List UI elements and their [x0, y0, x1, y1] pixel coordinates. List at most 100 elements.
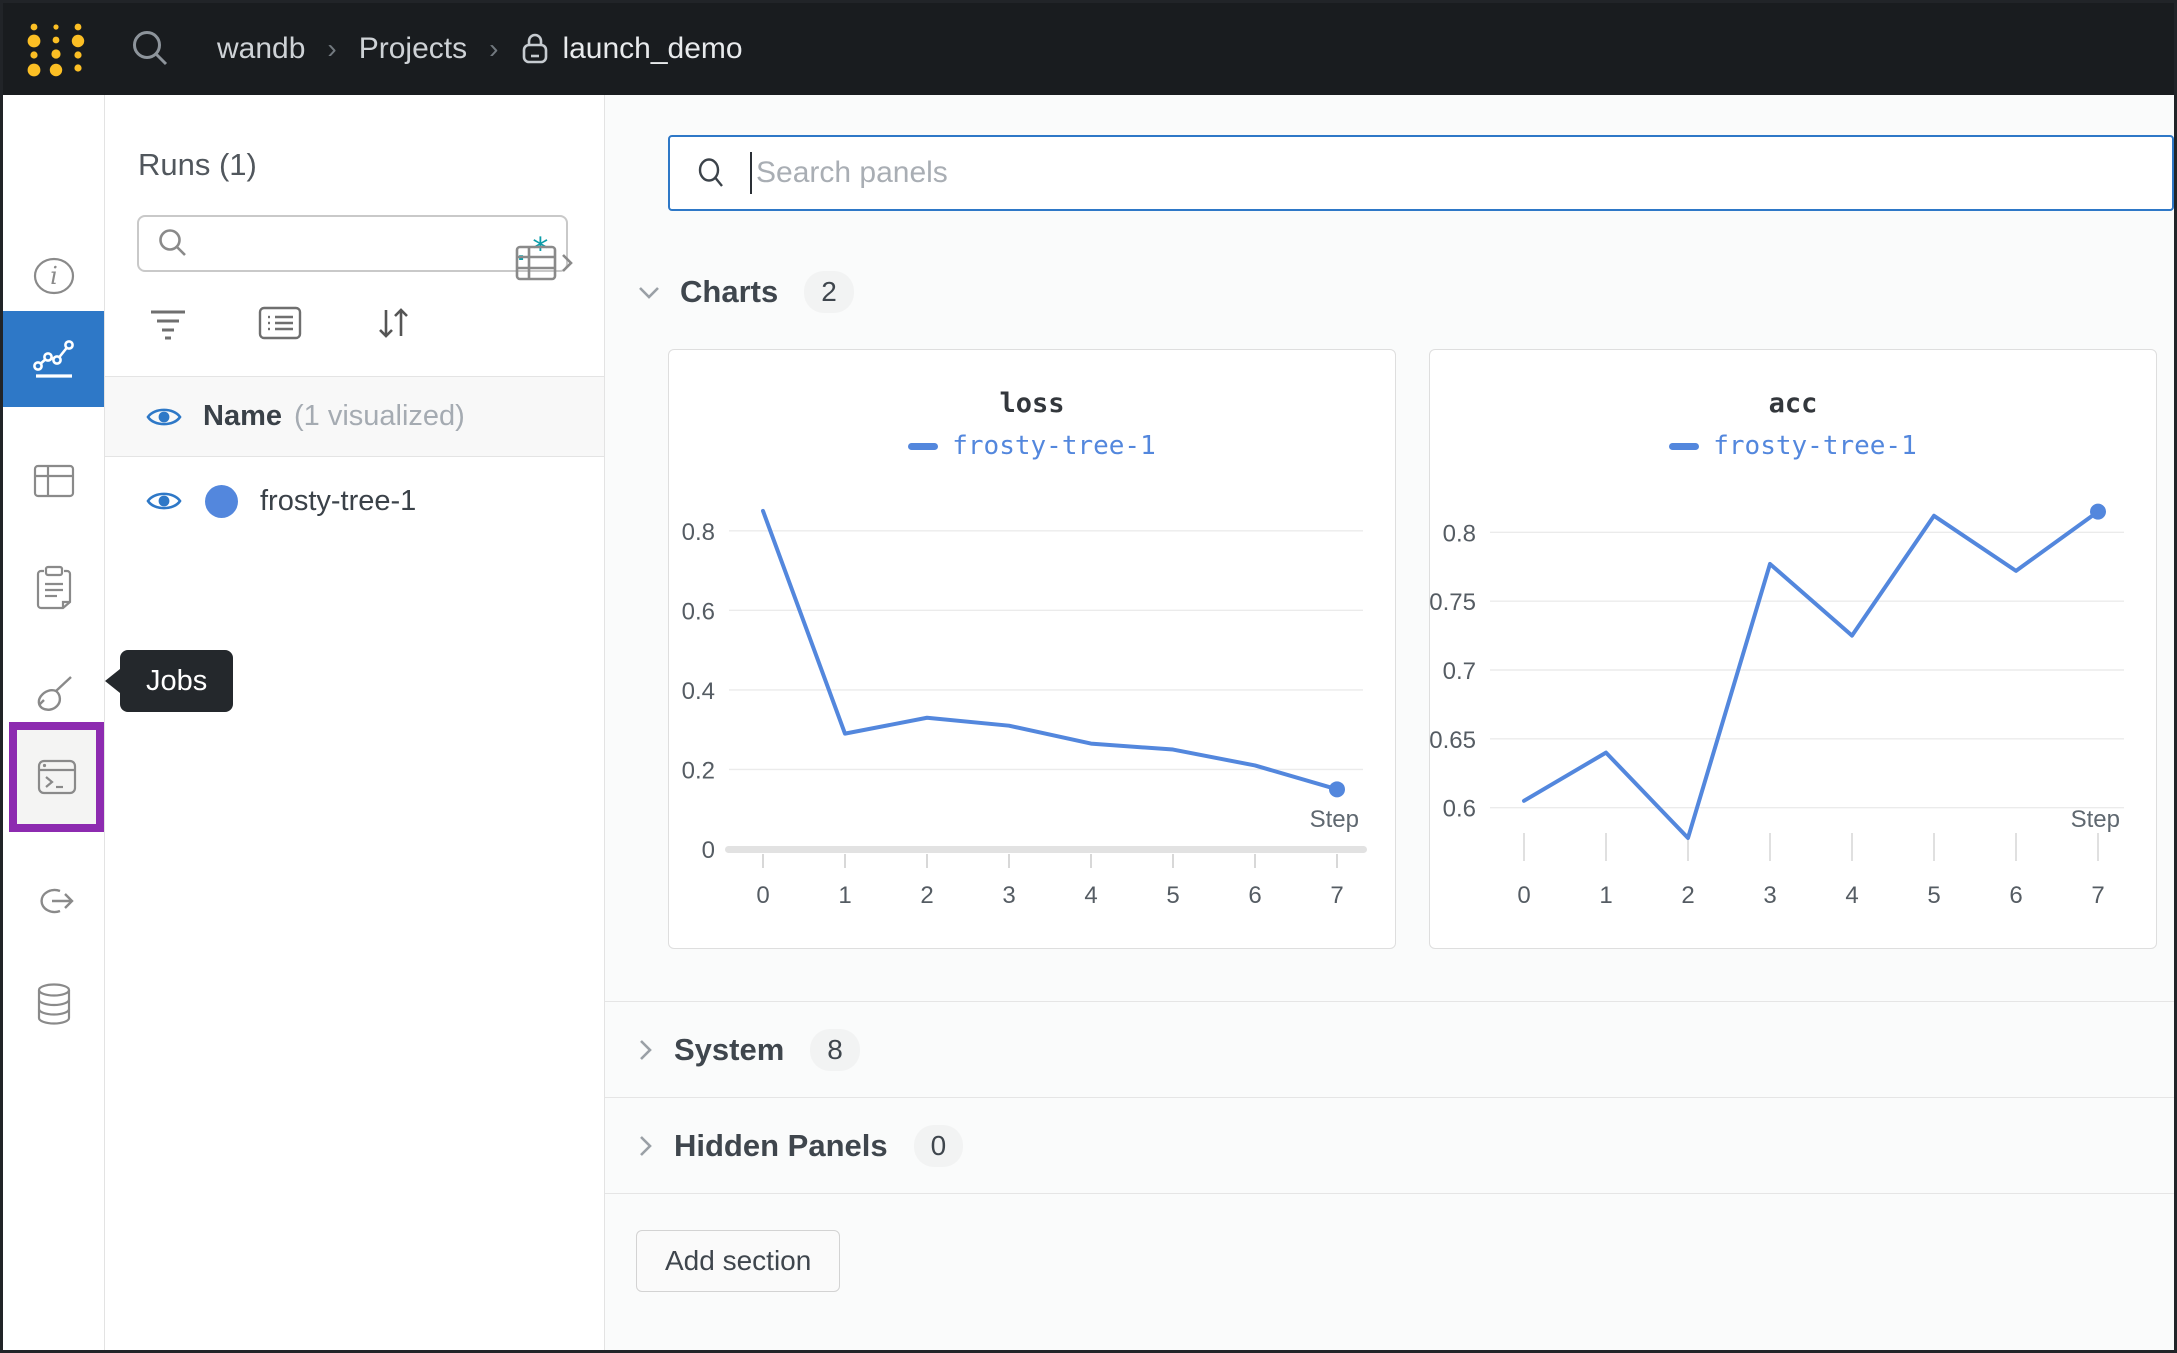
- runs-name-header[interactable]: Name (1 visualized): [105, 377, 604, 457]
- rail-item-launch[interactable]: [3, 858, 104, 944]
- svg-text:1: 1: [1599, 882, 1612, 909]
- jobs-tooltip-label: Jobs: [146, 665, 208, 697]
- filter-runs-button[interactable]: [147, 303, 189, 343]
- svg-text:4: 4: [1084, 882, 1097, 909]
- panel-card-loss[interactable]: loss frosty-tree-1 0 0.2 0.4 0.6 0.8 0 1 2 3 4 5 6 7…: [668, 349, 1396, 949]
- divider: [105, 376, 604, 377]
- section-header-charts[interactable]: Charts 2: [605, 271, 2174, 313]
- eye-visible-icon[interactable]: [145, 487, 183, 515]
- broom-icon: [37, 676, 72, 711]
- name-column-label: Name: [203, 400, 282, 432]
- chevron-right-icon: [640, 1135, 652, 1156]
- jobs-tooltip: Jobs: [104, 650, 234, 712]
- section-header-hidden-panels[interactable]: Hidden Panels 0: [605, 1098, 2174, 1194]
- eye-visible-icon: [146, 408, 182, 425]
- wandb-logo[interactable]: [25, 20, 89, 78]
- navbar-search-button[interactable]: [127, 26, 173, 72]
- rail-item-sweeps[interactable]: [3, 650, 104, 736]
- chevron-down-icon: [639, 287, 659, 299]
- divider: [605, 1001, 2174, 1002]
- run-row-frosty-tree-1[interactable]: frosty-tree-1: [105, 457, 604, 545]
- search-icon: [133, 31, 168, 66]
- svg-text:2: 2: [920, 882, 933, 909]
- group-runs-button[interactable]: [257, 303, 303, 343]
- filter-icon: [151, 310, 185, 340]
- panel-card-acc[interactable]: acc frosty-tree-1 0.6 0.65 0.7 0.75 0.8 0 1 2 3 4…: [1429, 349, 2157, 949]
- breadcrumb-separator: ›: [327, 33, 337, 64]
- section-count-badge: 8: [810, 1028, 860, 1071]
- rail-item-jobs[interactable]: [9, 722, 104, 832]
- section-count-badge: 2: [804, 271, 854, 313]
- wandb-dots-logo-icon: [27, 23, 85, 77]
- chart-title: acc: [1768, 388, 1818, 419]
- visualized-count-label: (1 visualized): [294, 400, 465, 432]
- legend-run-label: frosty-tree-1: [1713, 431, 1917, 461]
- svg-text:6: 6: [1248, 882, 1261, 909]
- breadcrumb-entity[interactable]: wandb: [217, 32, 306, 65]
- rail-item-artifacts[interactable]: [3, 961, 104, 1047]
- run-color-dot: [205, 484, 238, 518]
- svg-text:3: 3: [1763, 882, 1776, 909]
- workspace-main: Search panels Charts 2 loss frosty-tree-…: [605, 95, 2174, 1350]
- svg-text:0.6: 0.6: [682, 598, 715, 625]
- svg-text:7: 7: [1330, 882, 1343, 909]
- breadcrumb-separator: ›: [489, 33, 499, 64]
- svg-text:0: 0: [1517, 882, 1530, 909]
- svg-text:0.8: 0.8: [1443, 520, 1476, 547]
- clipboard-icon: [36, 565, 71, 610]
- svg-text:2: 2: [1681, 882, 1694, 909]
- section-header-system[interactable]: System 8: [605, 1002, 2174, 1098]
- loss-line-chart: 0 0.2 0.4 0.6 0.8 0 1 2 3 4 5 6 7 Step: [682, 508, 1367, 909]
- runs-search-input[interactable]: .*: [137, 215, 568, 272]
- expand-runs-table-button[interactable]: [514, 241, 576, 285]
- search-icon: [159, 228, 186, 256]
- svg-text:0.7: 0.7: [1443, 658, 1476, 685]
- breadcrumb: wandb › Projects › launch_demo: [217, 32, 743, 66]
- search-icon: [698, 158, 723, 187]
- search-panels-input[interactable]: Search panels: [668, 135, 2174, 211]
- breadcrumb-projects[interactable]: Projects: [358, 32, 468, 65]
- jobs-terminal-icon: [37, 759, 76, 795]
- left-icon-rail: i: [3, 95, 105, 1350]
- runs-toolbar: [147, 302, 604, 344]
- launch-link-icon: [39, 888, 74, 914]
- sort-icon: [379, 308, 408, 338]
- svg-text:0.65: 0.65: [1430, 727, 1476, 754]
- runs-sidebar: Runs (1) .*: [105, 95, 605, 1350]
- chart-legend: frosty-tree-1: [1430, 431, 2156, 461]
- section-count-badge: 0: [913, 1124, 964, 1167]
- sort-runs-button[interactable]: [371, 302, 415, 344]
- legend-dash: [908, 442, 939, 450]
- rail-item-tables[interactable]: [3, 438, 104, 524]
- svg-text:0: 0: [702, 837, 715, 864]
- chart-title: loss: [999, 388, 1065, 419]
- svg-text:0.75: 0.75: [1430, 589, 1476, 616]
- svg-text:i: i: [50, 262, 58, 290]
- svg-text:Step: Step: [1310, 806, 1359, 833]
- table-expand-icon: [515, 245, 573, 281]
- section-label: System: [674, 1031, 785, 1067]
- rail-item-workspace[interactable]: [3, 311, 104, 407]
- svg-text:5: 5: [1927, 882, 1940, 909]
- svg-text:5: 5: [1166, 882, 1179, 909]
- add-section-button[interactable]: Add section: [636, 1230, 841, 1292]
- chart-legend: frosty-tree-1: [669, 431, 1395, 461]
- svg-text:1: 1: [838, 882, 851, 909]
- svg-text:0.4: 0.4: [682, 678, 715, 705]
- svg-text:0.6: 0.6: [1443, 796, 1476, 823]
- acc-line-chart: 0.6 0.65 0.7 0.75 0.8 0 1 2 3 4 5 6 7 Step: [1430, 503, 2124, 909]
- runs-panel-title: Runs (1): [138, 147, 257, 182]
- line-chart-icon: [32, 340, 74, 378]
- svg-text:Step: Step: [2071, 806, 2120, 833]
- svg-text:0.2: 0.2: [682, 757, 715, 784]
- svg-text:0.8: 0.8: [682, 519, 715, 546]
- run-name-label: frosty-tree-1: [260, 484, 417, 517]
- database-icon: [37, 983, 70, 1025]
- svg-text:4: 4: [1845, 882, 1858, 909]
- charts-grid: loss frosty-tree-1 0 0.2 0.4 0.6 0.8 0 1 2 3 4 5 6 7…: [668, 349, 2174, 949]
- rail-item-overview[interactable]: i: [3, 233, 104, 319]
- legend-run-label: frosty-tree-1: [952, 431, 1156, 461]
- svg-text:7: 7: [2091, 882, 2104, 909]
- rail-item-logs[interactable]: [3, 543, 104, 629]
- breadcrumb-project[interactable]: launch_demo: [562, 32, 743, 65]
